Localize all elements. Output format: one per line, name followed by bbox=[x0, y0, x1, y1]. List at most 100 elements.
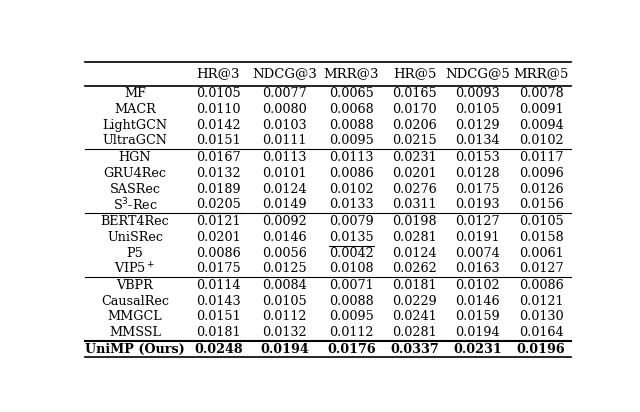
Text: 0.0337: 0.0337 bbox=[390, 343, 439, 356]
Text: 0.0095: 0.0095 bbox=[329, 134, 374, 147]
Text: 0.0142: 0.0142 bbox=[196, 119, 241, 132]
Text: 0.0125: 0.0125 bbox=[262, 262, 307, 275]
Text: 0.0191: 0.0191 bbox=[456, 231, 500, 244]
Text: 0.0262: 0.0262 bbox=[392, 262, 437, 275]
Text: 0.0102: 0.0102 bbox=[519, 134, 563, 147]
Text: UniSRec: UniSRec bbox=[107, 231, 163, 244]
Text: 0.0103: 0.0103 bbox=[262, 119, 307, 132]
Text: 0.0102: 0.0102 bbox=[456, 279, 500, 292]
Text: 0.0134: 0.0134 bbox=[456, 134, 500, 147]
Text: 0.0167: 0.0167 bbox=[196, 151, 241, 164]
Text: 0.0061: 0.0061 bbox=[519, 246, 563, 260]
Text: 0.0201: 0.0201 bbox=[392, 167, 437, 180]
Text: 0.0093: 0.0093 bbox=[456, 87, 500, 100]
Text: MRR@5: MRR@5 bbox=[513, 68, 569, 80]
Text: 0.0311: 0.0311 bbox=[392, 198, 436, 211]
Text: 0.0074: 0.0074 bbox=[456, 246, 500, 260]
Text: 0.0094: 0.0094 bbox=[518, 119, 563, 132]
Text: BERT4Rec: BERT4Rec bbox=[100, 215, 170, 228]
Text: 0.0281: 0.0281 bbox=[392, 231, 437, 244]
Text: 0.0165: 0.0165 bbox=[392, 87, 437, 100]
Text: 0.0163: 0.0163 bbox=[456, 262, 500, 275]
Text: 0.0102: 0.0102 bbox=[329, 183, 374, 196]
Text: VBPR: VBPR bbox=[116, 279, 154, 292]
Text: 0.0110: 0.0110 bbox=[196, 103, 241, 116]
Text: 0.0176: 0.0176 bbox=[327, 343, 376, 356]
Text: 0.0111: 0.0111 bbox=[262, 134, 307, 147]
Text: 0.0086: 0.0086 bbox=[329, 167, 374, 180]
Text: HR@3: HR@3 bbox=[196, 68, 240, 80]
Text: 0.0068: 0.0068 bbox=[329, 103, 374, 116]
Text: 0.0113: 0.0113 bbox=[262, 151, 307, 164]
Text: 0.0105: 0.0105 bbox=[456, 103, 500, 116]
Text: 0.0105: 0.0105 bbox=[262, 295, 307, 308]
Text: 0.0181: 0.0181 bbox=[196, 326, 241, 339]
Text: S$^3$-Rec: S$^3$-Rec bbox=[113, 197, 157, 213]
Text: 0.0124: 0.0124 bbox=[392, 246, 437, 260]
Text: NDCG@3: NDCG@3 bbox=[252, 68, 317, 80]
Text: MMGCL: MMGCL bbox=[108, 310, 163, 323]
Text: 0.0084: 0.0084 bbox=[262, 279, 307, 292]
Text: 0.0112: 0.0112 bbox=[329, 326, 374, 339]
Text: MMSSL: MMSSL bbox=[109, 326, 161, 339]
Text: 0.0175: 0.0175 bbox=[456, 183, 500, 196]
Text: 0.0158: 0.0158 bbox=[518, 231, 563, 244]
Text: 0.0151: 0.0151 bbox=[196, 134, 241, 147]
Text: UltraGCN: UltraGCN bbox=[102, 134, 168, 147]
Text: 0.0088: 0.0088 bbox=[329, 295, 374, 308]
Text: 0.0117: 0.0117 bbox=[519, 151, 563, 164]
Text: 0.0130: 0.0130 bbox=[519, 310, 563, 323]
Text: NDCG@5: NDCG@5 bbox=[445, 68, 510, 80]
Text: 0.0129: 0.0129 bbox=[456, 119, 500, 132]
Text: 0.0042: 0.0042 bbox=[329, 246, 374, 260]
Text: 0.0198: 0.0198 bbox=[392, 215, 437, 228]
Text: GRU4Rec: GRU4Rec bbox=[104, 167, 166, 180]
Text: 0.0077: 0.0077 bbox=[262, 87, 307, 100]
Text: 0.0248: 0.0248 bbox=[194, 343, 243, 356]
Text: LightGCN: LightGCN bbox=[102, 119, 168, 132]
Text: 0.0149: 0.0149 bbox=[262, 198, 307, 211]
Text: 0.0153: 0.0153 bbox=[456, 151, 500, 164]
Text: SASRec: SASRec bbox=[109, 183, 161, 196]
Text: 0.0132: 0.0132 bbox=[196, 167, 241, 180]
Text: 0.0181: 0.0181 bbox=[392, 279, 436, 292]
Text: 0.0127: 0.0127 bbox=[519, 262, 563, 275]
Text: 0.0189: 0.0189 bbox=[196, 183, 241, 196]
Text: 0.0121: 0.0121 bbox=[196, 215, 241, 228]
Text: 0.0112: 0.0112 bbox=[262, 310, 307, 323]
Text: HR@5: HR@5 bbox=[393, 68, 436, 80]
Text: 0.0276: 0.0276 bbox=[392, 183, 437, 196]
Text: VIP5$^+$: VIP5$^+$ bbox=[114, 261, 156, 276]
Text: 0.0113: 0.0113 bbox=[329, 151, 374, 164]
Text: UniMP (Ours): UniMP (Ours) bbox=[85, 343, 185, 356]
Text: 0.0146: 0.0146 bbox=[456, 295, 500, 308]
Text: 0.0121: 0.0121 bbox=[519, 295, 563, 308]
Text: 0.0143: 0.0143 bbox=[196, 295, 241, 308]
Text: HGN: HGN bbox=[118, 151, 151, 164]
Text: 0.0133: 0.0133 bbox=[329, 198, 374, 211]
Text: MACR: MACR bbox=[114, 103, 156, 116]
Text: 0.0132: 0.0132 bbox=[262, 326, 307, 339]
Text: 0.0151: 0.0151 bbox=[196, 310, 241, 323]
Text: 0.0231: 0.0231 bbox=[453, 343, 502, 356]
Text: 0.0071: 0.0071 bbox=[329, 279, 374, 292]
Text: 0.0170: 0.0170 bbox=[392, 103, 437, 116]
Text: 0.0201: 0.0201 bbox=[196, 231, 241, 244]
Text: 0.0092: 0.0092 bbox=[262, 215, 307, 228]
Text: 0.0231: 0.0231 bbox=[392, 151, 437, 164]
Text: 0.0241: 0.0241 bbox=[392, 310, 437, 323]
Text: 0.0194: 0.0194 bbox=[456, 326, 500, 339]
Text: 0.0114: 0.0114 bbox=[196, 279, 241, 292]
Text: 0.0175: 0.0175 bbox=[196, 262, 241, 275]
Text: 0.0065: 0.0065 bbox=[329, 87, 374, 100]
Text: 0.0146: 0.0146 bbox=[262, 231, 307, 244]
Text: 0.0164: 0.0164 bbox=[519, 326, 563, 339]
Text: 0.0206: 0.0206 bbox=[392, 119, 437, 132]
Text: 0.0194: 0.0194 bbox=[260, 343, 309, 356]
Text: 0.0088: 0.0088 bbox=[329, 119, 374, 132]
Text: 0.0096: 0.0096 bbox=[518, 167, 563, 180]
Text: 0.0193: 0.0193 bbox=[456, 198, 500, 211]
Text: 0.0124: 0.0124 bbox=[262, 183, 307, 196]
Text: 0.0108: 0.0108 bbox=[329, 262, 374, 275]
Text: 0.0281: 0.0281 bbox=[392, 326, 437, 339]
